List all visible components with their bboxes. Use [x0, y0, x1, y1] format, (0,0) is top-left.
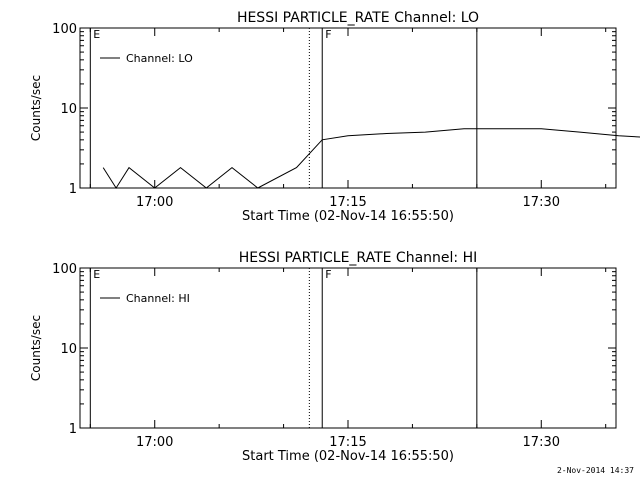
x-axis-label: Start Time (02-Nov-14 16:55:50) [242, 209, 454, 224]
x-tick-label: 17:30 [523, 195, 560, 210]
y-tick-label: 1 [69, 422, 77, 437]
y-tick-label: 10 [60, 102, 77, 117]
chart-panel-2: HESSI PARTICLE_RATE Channel: HI Start Tim… [29, 250, 617, 464]
y-tick-label: 10 [60, 342, 77, 357]
timestamp-footer: 2-Nov-2014 14:37 [556, 466, 634, 475]
y-tick-label: 100 [52, 22, 77, 37]
event-marker-label: E [93, 268, 100, 281]
event-marker-label: F [325, 28, 331, 41]
x-tick-label: 17:00 [136, 435, 173, 450]
y-tick-label: 1 [69, 182, 77, 197]
legend-label: Channel: LO [126, 52, 193, 65]
event-marker-label: E [93, 28, 100, 41]
chart-title: HESSI PARTICLE_RATE Channel: LO [237, 10, 479, 26]
x-tick-label: 17:30 [523, 435, 560, 450]
legend-label: Channel: HI [126, 292, 190, 305]
y-axis-label: Counts/sec [29, 315, 43, 381]
chart-panel-1: HESSI PARTICLE_RATE Channel: LO Start Tim… [29, 10, 640, 224]
y-axis-label: Counts/sec [29, 75, 43, 141]
x-axis-label: Start Time (02-Nov-14 16:55:50) [242, 449, 454, 464]
chart-title: HESSI PARTICLE_RATE Channel: HI [239, 250, 477, 266]
x-tick-label: 17:00 [136, 195, 173, 210]
data-series-line [102, 128, 640, 189]
y-tick-label: 100 [52, 262, 77, 277]
x-tick-label: 17:15 [329, 435, 366, 450]
event-marker-label: F [325, 268, 331, 281]
x-tick-label: 17:15 [329, 195, 366, 210]
